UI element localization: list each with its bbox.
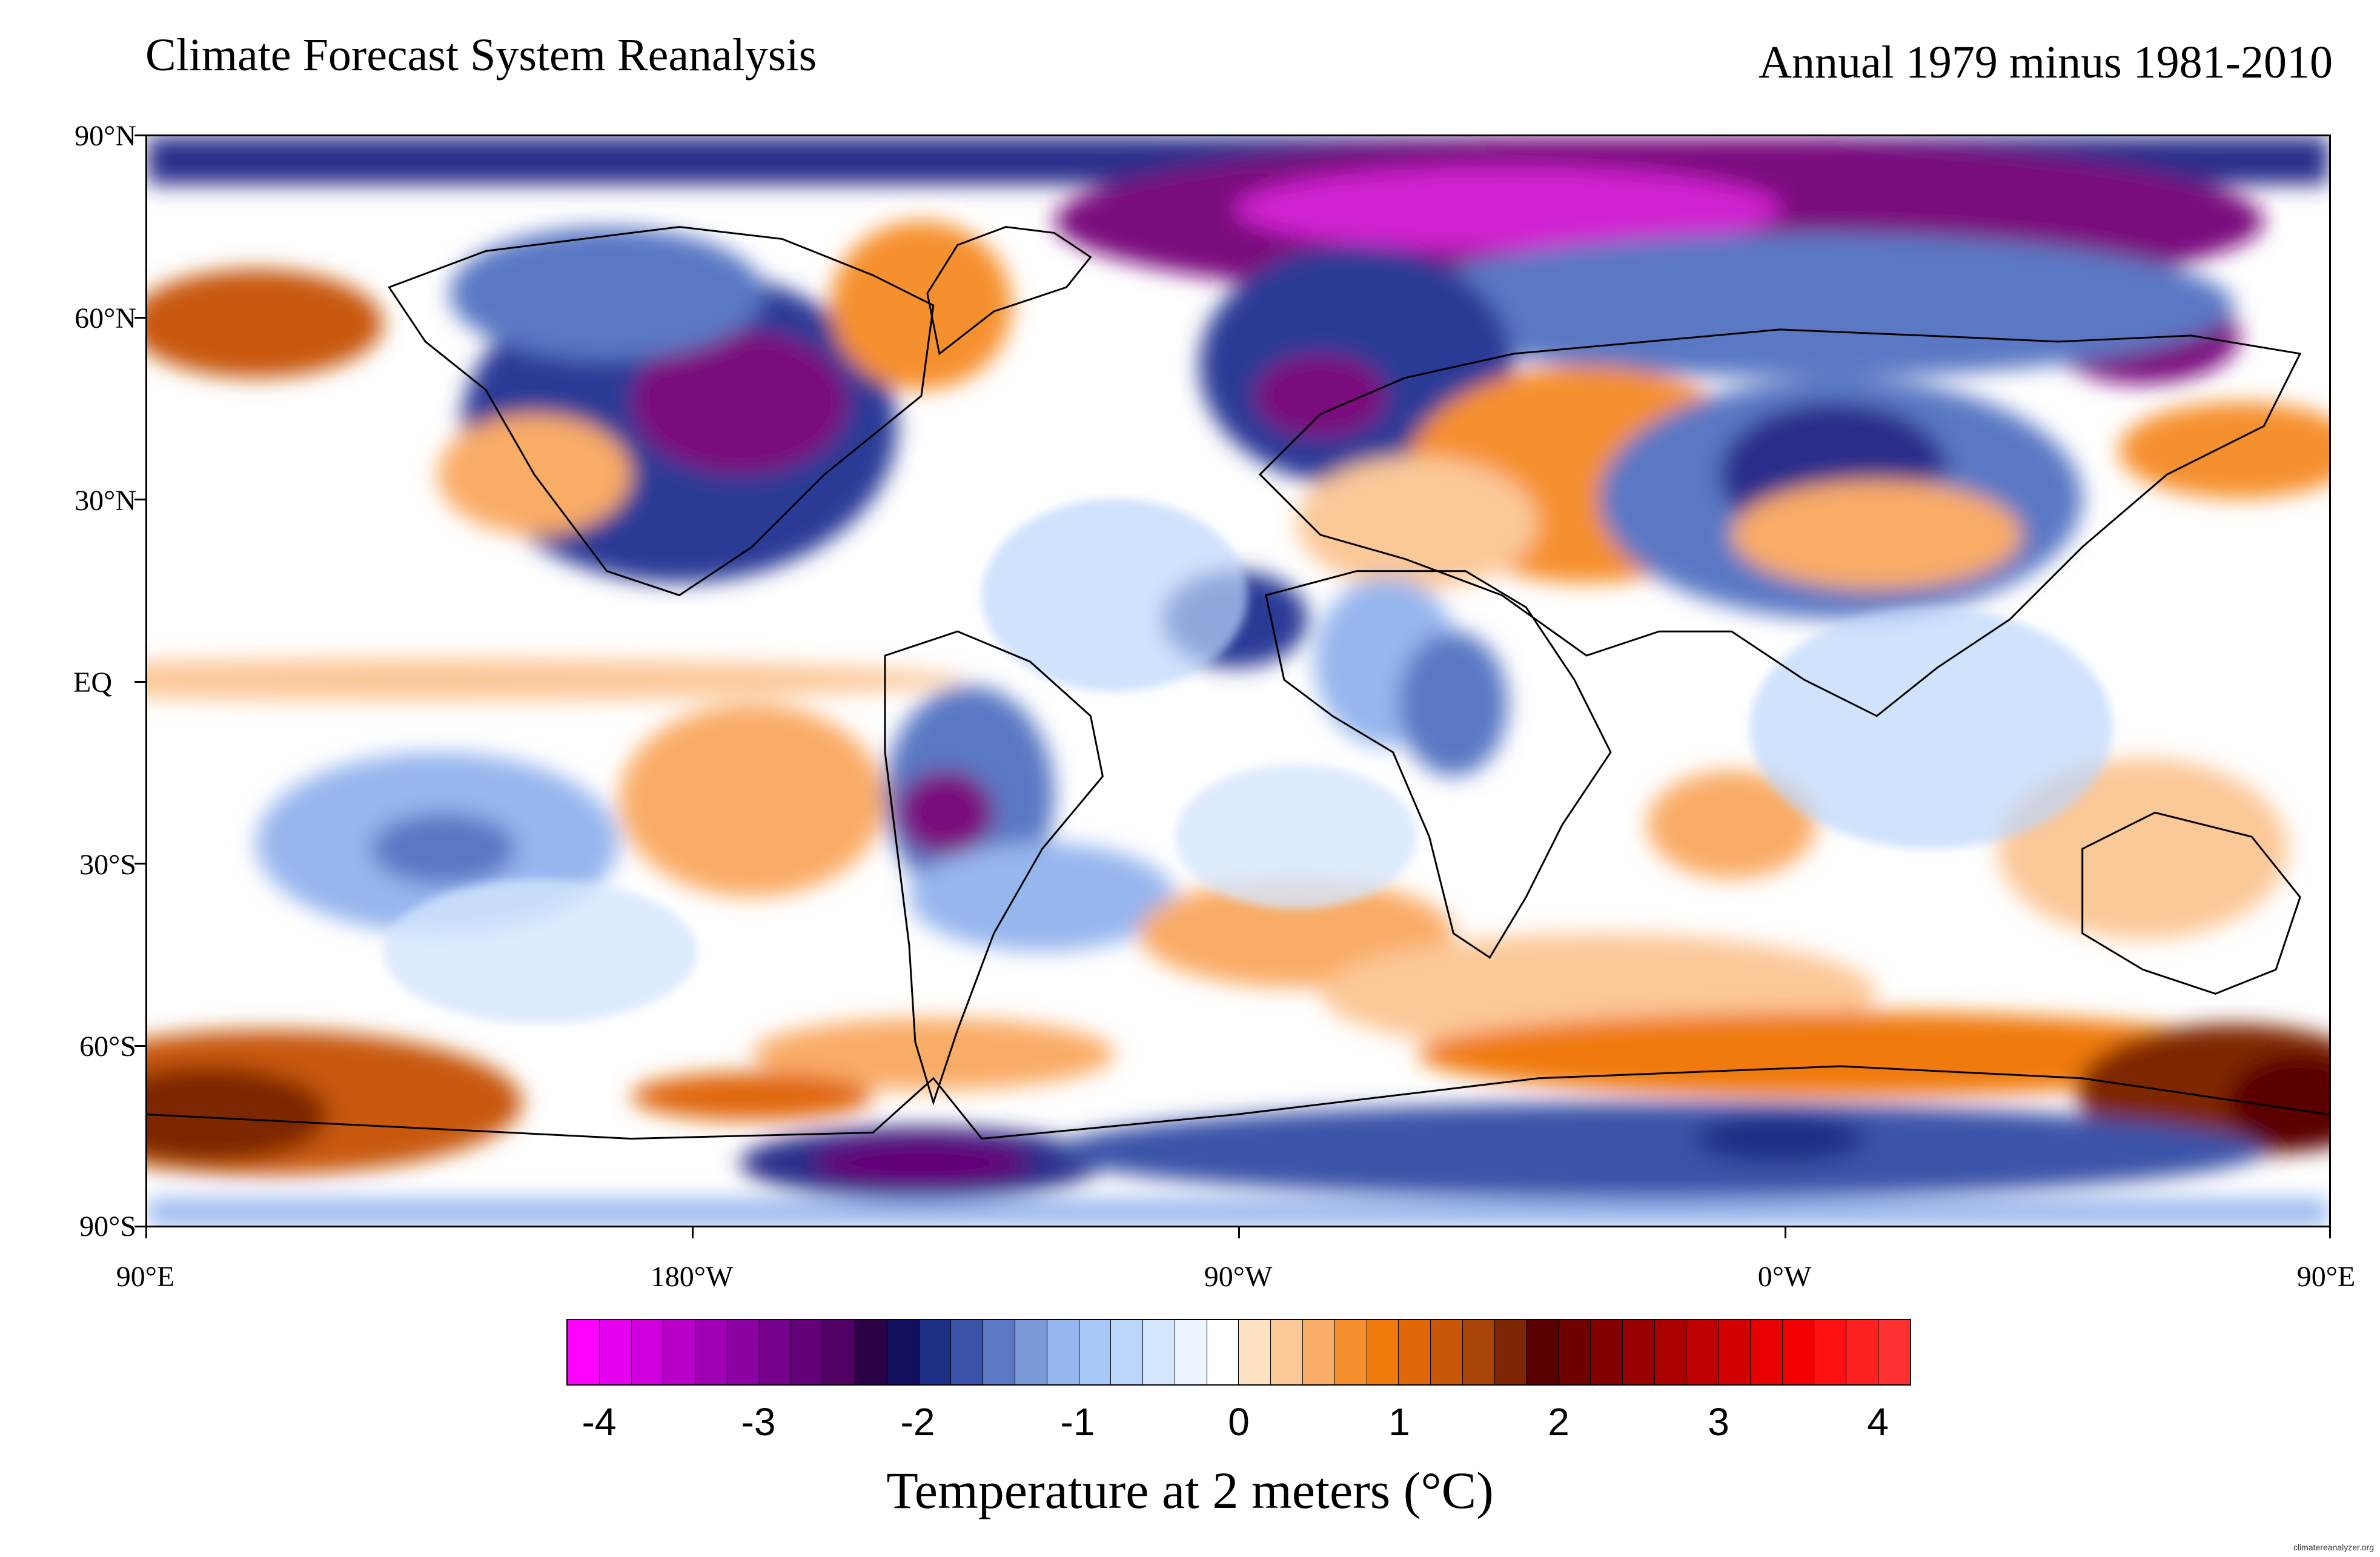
lat-tick <box>134 863 145 865</box>
colorbar-swatch <box>887 1320 920 1384</box>
lat-tick <box>134 681 145 683</box>
anomaly-map-svg <box>147 136 2329 1226</box>
colorbar-swatch <box>1079 1320 1112 1384</box>
colorbar-swatch <box>1846 1320 1879 1384</box>
colorbar-swatch <box>599 1320 632 1384</box>
lon-tick <box>2329 1227 2331 1238</box>
colorbar-swatch <box>1175 1320 1207 1384</box>
colorbar-tick-label: -2 <box>900 1400 935 1444</box>
map-title: Climate Forecast System Reanalysis <box>145 30 817 81</box>
colorbar-swatch <box>1334 1320 1367 1384</box>
colorbar-swatch <box>791 1320 824 1384</box>
anomaly-map <box>145 134 2331 1227</box>
colorbar-swatch <box>1399 1320 1431 1384</box>
lat-tick <box>134 317 145 319</box>
colorbar-swatch <box>1494 1320 1527 1384</box>
colorbar-title: Temperature at 2 meters (°C) <box>886 1461 1494 1519</box>
colorbar-swatch <box>759 1320 792 1384</box>
lat-label-60n: 60°N <box>75 302 136 334</box>
watermark: climatereanalyzer.org <box>2293 1542 2374 1552</box>
colorbar-swatch <box>1431 1320 1463 1384</box>
lon-label-90e-left: 90°E <box>116 1261 175 1293</box>
lon-tick <box>692 1227 694 1238</box>
colorbar-swatch <box>951 1320 984 1384</box>
colorbar-swatch <box>1654 1320 1687 1384</box>
colorbar-tick-label: 4 <box>1867 1400 1889 1444</box>
lat-label-90n: 90°N <box>75 120 136 152</box>
colorbar-swatch <box>1143 1320 1175 1384</box>
colorbar-swatch <box>631 1320 664 1384</box>
colorbar-swatch <box>1239 1320 1271 1384</box>
lon-label-90e-right: 90°E <box>2296 1261 2356 1293</box>
colorbar-swatch <box>1814 1320 1847 1384</box>
colorbar <box>566 1319 1911 1386</box>
colorbar-swatch <box>1559 1320 1591 1384</box>
pale-blue-fields <box>383 499 2113 1024</box>
lon-label-180w: 180°W <box>650 1261 734 1293</box>
colorbar-tick-label: 0 <box>1228 1400 1250 1444</box>
colorbar-swatch <box>919 1320 952 1384</box>
lon-label-0w: 0°W <box>1757 1261 1812 1293</box>
colorbar-swatch <box>1302 1320 1335 1384</box>
lat-tick <box>134 134 145 136</box>
colorbar-swatch <box>568 1320 600 1384</box>
lat-tick <box>134 1226 145 1227</box>
colorbar-swatch <box>1526 1320 1559 1384</box>
lon-tick <box>1785 1227 1786 1238</box>
colorbar-tick-label: -3 <box>741 1400 776 1444</box>
colorbar-tick-label: 2 <box>1548 1400 1570 1444</box>
lon-label-90w: 90°W <box>1204 1261 1273 1293</box>
colorbar-swatch <box>1047 1320 1079 1384</box>
lat-label-30n: 30°N <box>75 485 136 517</box>
colorbar-swatch <box>1686 1320 1719 1384</box>
colorbar-swatch <box>1367 1320 1399 1384</box>
colorbar-swatch <box>1207 1320 1239 1384</box>
colorbar-swatch <box>1719 1320 1751 1384</box>
lon-tick <box>145 1227 147 1238</box>
colorbar-swatch <box>855 1320 887 1384</box>
lat-label-30s: 30°S <box>79 849 136 881</box>
colorbar-tick-label: -1 <box>1060 1400 1095 1444</box>
colorbar-swatch <box>1015 1320 1047 1384</box>
colorbar-swatch <box>823 1320 856 1384</box>
colorbar-swatch <box>1591 1320 1623 1384</box>
colorbar-swatch <box>727 1320 760 1384</box>
colorbar-tick-label: -4 <box>582 1400 617 1444</box>
colorbar-swatch <box>983 1320 1015 1384</box>
colorbar-swatch <box>695 1320 728 1384</box>
map-subtitle: Annual 1979 minus 1981-2010 <box>1758 37 2333 88</box>
colorbar-swatch <box>1750 1320 1783 1384</box>
lat-tick <box>134 1045 145 1047</box>
colorbar-swatch <box>1462 1320 1495 1384</box>
colorbar-swatch <box>1271 1320 1303 1384</box>
colorbar-swatch <box>663 1320 696 1384</box>
colorbar-swatch <box>1782 1320 1815 1384</box>
lat-label-60s: 60°S <box>79 1031 136 1063</box>
lon-tick <box>1238 1227 1240 1238</box>
coastlines <box>147 225 2329 1140</box>
lat-label-eq: EQ <box>73 666 112 699</box>
lat-tick <box>134 499 145 500</box>
colorbar-tick-label: 3 <box>1708 1400 1729 1444</box>
anomaly-fields <box>147 136 2329 1226</box>
colorbar-tick-label: 1 <box>1388 1400 1410 1444</box>
colorbar-swatch <box>1878 1320 1910 1384</box>
lat-label-90s: 90°S <box>79 1210 136 1243</box>
colorbar-swatch <box>1622 1320 1655 1384</box>
colorbar-swatch <box>1111 1320 1144 1384</box>
